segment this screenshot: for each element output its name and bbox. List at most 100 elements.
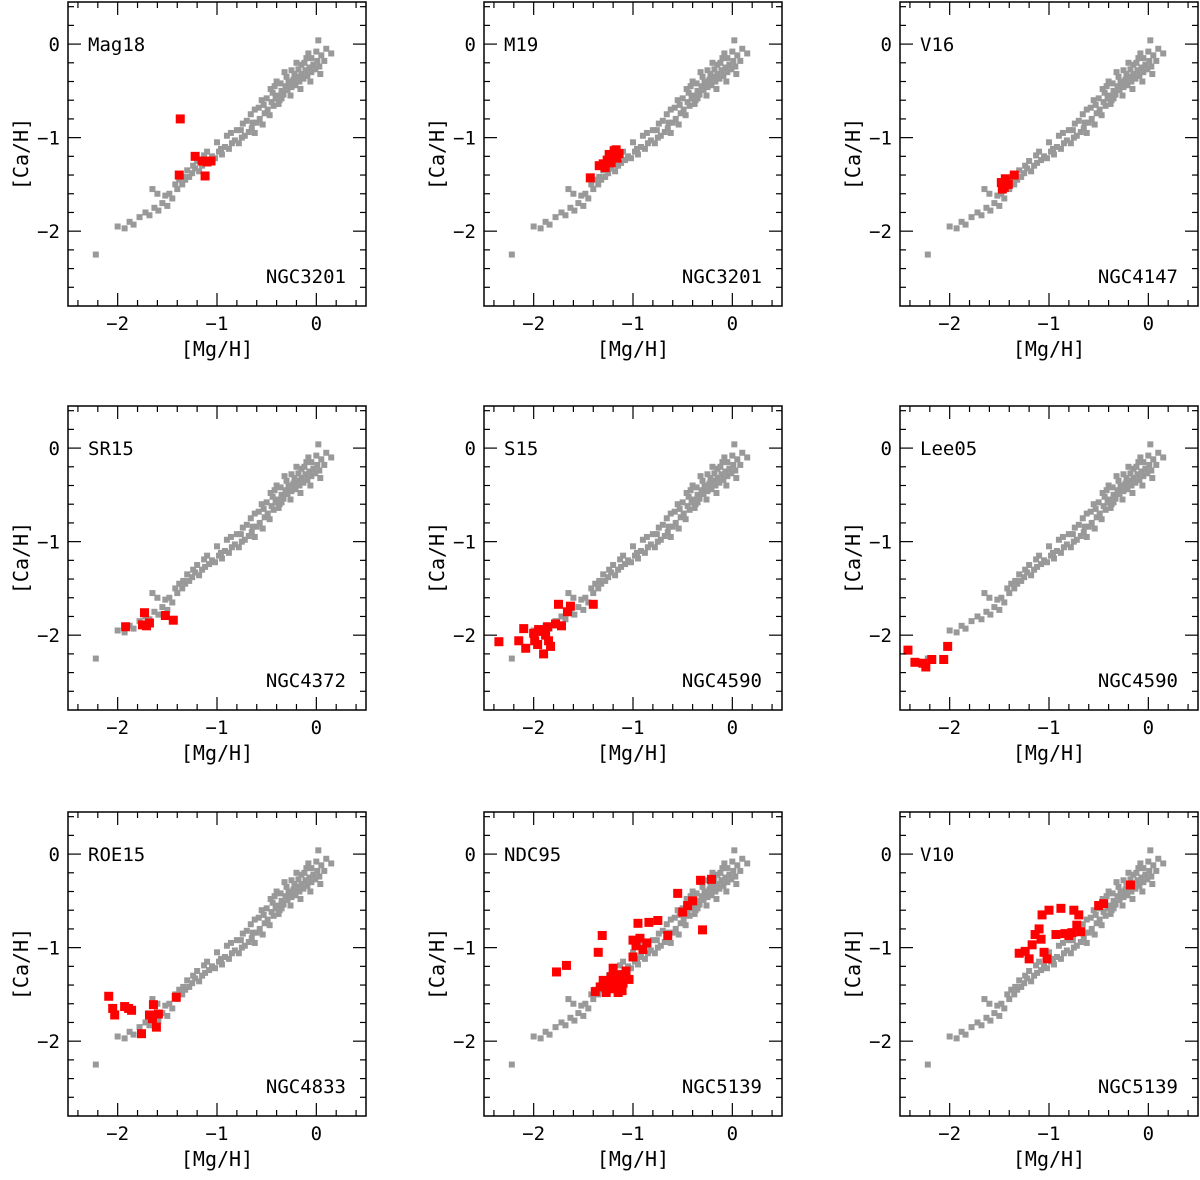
reference-point <box>1090 501 1097 508</box>
data-point <box>521 643 531 653</box>
reference-point <box>570 594 577 601</box>
reference-point <box>1059 129 1066 136</box>
reference-point <box>1125 59 1132 66</box>
panel-M19: −2 −1 0 0 −1 −2 [Mg/H] [Ca/H] M19 NGC3201 <box>425 1 783 361</box>
reference-point <box>1063 541 1070 548</box>
reference-point <box>1114 487 1121 494</box>
reference-point <box>655 524 662 531</box>
reference-point <box>946 627 953 634</box>
reference-point <box>1146 461 1153 468</box>
reference-point <box>1022 972 1029 979</box>
reference-point <box>169 195 176 202</box>
reference-point <box>1135 55 1142 62</box>
reference-point <box>1067 950 1074 957</box>
x-tick-label: −1 <box>622 1123 645 1145</box>
reference-point <box>647 137 654 144</box>
data-point <box>1042 954 1052 964</box>
reference-point <box>256 925 263 932</box>
data-point <box>628 935 638 945</box>
reference-point <box>1026 562 1033 569</box>
reference-point <box>1102 102 1109 109</box>
reference-point <box>701 482 708 489</box>
data-point <box>168 615 178 625</box>
reference-point <box>231 137 238 144</box>
reference-point <box>155 611 162 618</box>
data-point <box>565 601 575 611</box>
reference-point <box>1103 83 1110 90</box>
reference-point <box>268 503 275 510</box>
reference-point <box>682 922 689 929</box>
reference-point <box>186 983 193 990</box>
reference-point <box>264 916 271 923</box>
reference-point <box>641 145 648 152</box>
reference-point <box>655 120 662 127</box>
reference-point <box>1117 78 1124 85</box>
data-point <box>698 925 708 935</box>
reference-point <box>667 129 674 136</box>
reference-point <box>716 479 723 486</box>
reference-point <box>721 50 728 57</box>
reference-point <box>687 487 694 494</box>
reference-point <box>212 559 219 566</box>
panel-V10: −2 −1 0 0 −1 −2 [Mg/H] [Ca/H] V10 NGC5139 <box>841 811 1199 1171</box>
data-point <box>1024 954 1034 964</box>
reference-point <box>223 132 230 139</box>
reference-point <box>151 608 158 615</box>
reference-points <box>924 37 1167 258</box>
reference-point <box>1093 920 1100 927</box>
reference-point <box>1153 867 1160 874</box>
x-axis-label: [Mg/H] <box>181 741 253 765</box>
reference-point <box>530 223 537 230</box>
reference-point <box>508 1061 515 1068</box>
reference-point <box>162 596 169 603</box>
reference-point <box>630 949 636 956</box>
reference-point <box>562 1022 569 1029</box>
reference-point <box>261 110 268 117</box>
reference-point <box>1057 145 1064 152</box>
reference-point <box>983 204 990 211</box>
reference-point <box>730 57 737 64</box>
data-point <box>543 622 553 632</box>
reference-point <box>1087 508 1094 515</box>
reference-point <box>1150 456 1157 463</box>
reference-point <box>1140 879 1147 886</box>
reference-point <box>310 465 317 472</box>
reference-point <box>323 855 330 862</box>
reference-point <box>991 604 998 611</box>
reference-point <box>292 82 299 89</box>
y-tick-label: −1 <box>453 938 476 960</box>
data-point <box>544 636 554 646</box>
reference-point <box>1134 67 1141 74</box>
reference-point <box>255 914 262 921</box>
reference-point <box>719 865 726 872</box>
reference-point <box>630 543 636 550</box>
y-tick-label: 0 <box>881 34 892 56</box>
x-tick-label: −2 <box>522 1123 545 1145</box>
reference-point <box>1117 482 1124 489</box>
reference-point <box>674 907 681 914</box>
reference-point <box>1106 902 1113 909</box>
reference-point <box>565 186 572 193</box>
reference-point <box>578 1002 585 1009</box>
reference-point <box>1073 132 1080 139</box>
reference-point <box>582 190 589 197</box>
data-point <box>1009 170 1019 180</box>
reference-point <box>709 59 716 66</box>
reference-point <box>634 555 641 562</box>
reference-point <box>271 83 278 90</box>
reference-point <box>682 516 689 523</box>
reference-point <box>281 473 288 480</box>
reference-point <box>154 190 161 197</box>
reference-point <box>288 67 295 74</box>
data-point <box>1094 901 1104 911</box>
data-point <box>663 930 673 940</box>
reference-point <box>267 489 274 496</box>
reference-point <box>667 533 674 540</box>
data-point <box>597 930 607 940</box>
reference-point <box>665 119 672 126</box>
reference-point <box>189 980 196 987</box>
reference-point <box>1006 996 1013 1003</box>
y-tick-label: −1 <box>869 532 892 554</box>
reference-point <box>1083 916 1090 923</box>
data-point <box>601 988 611 998</box>
